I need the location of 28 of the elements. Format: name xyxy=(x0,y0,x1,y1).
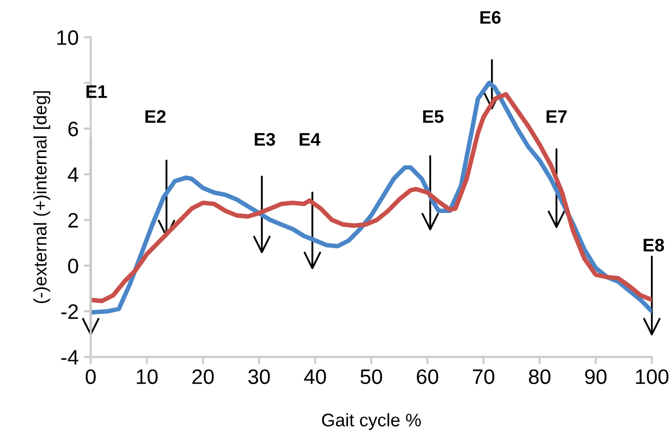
annotation: E3 xyxy=(254,132,276,146)
y-tick-label: 10 xyxy=(57,30,78,45)
annotation: E2 xyxy=(145,110,166,123)
y-tick-label: -4 xyxy=(61,350,78,365)
annotation: E1 xyxy=(86,85,107,98)
x-tick-label: 40 xyxy=(304,369,326,384)
y-tick-label: -2 xyxy=(61,304,78,319)
x-tick-label: 90 xyxy=(585,369,606,384)
y-axis-title: (-)external (+)internal [deg] xyxy=(33,91,50,304)
annotation: E8 xyxy=(644,238,664,252)
x-tick-label: 30 xyxy=(248,369,270,384)
y-tick-label: 4 xyxy=(68,167,78,182)
x-tick-label: 60 xyxy=(416,369,438,384)
x-tick-label: 10 xyxy=(136,369,158,384)
annotation: E7 xyxy=(546,110,567,123)
y-tick-label: 0 xyxy=(68,258,78,274)
annotation: E5 xyxy=(423,110,444,123)
y-tick-label: 6 xyxy=(68,122,78,136)
x-tick-label: 20 xyxy=(192,369,214,384)
x-tick-label: 50 xyxy=(360,369,382,384)
x-tick-label: 0 xyxy=(86,369,96,384)
x-tick-label: 70 xyxy=(472,369,494,384)
text: E6 xyxy=(480,11,501,24)
x-tick-label: 80 xyxy=(528,369,550,384)
x-tick-label: 100 xyxy=(636,369,668,384)
x-axis-title: Gait cycle % xyxy=(322,413,421,430)
y-tick-label: 2 xyxy=(68,212,78,228)
annotation: E4 xyxy=(300,133,320,146)
